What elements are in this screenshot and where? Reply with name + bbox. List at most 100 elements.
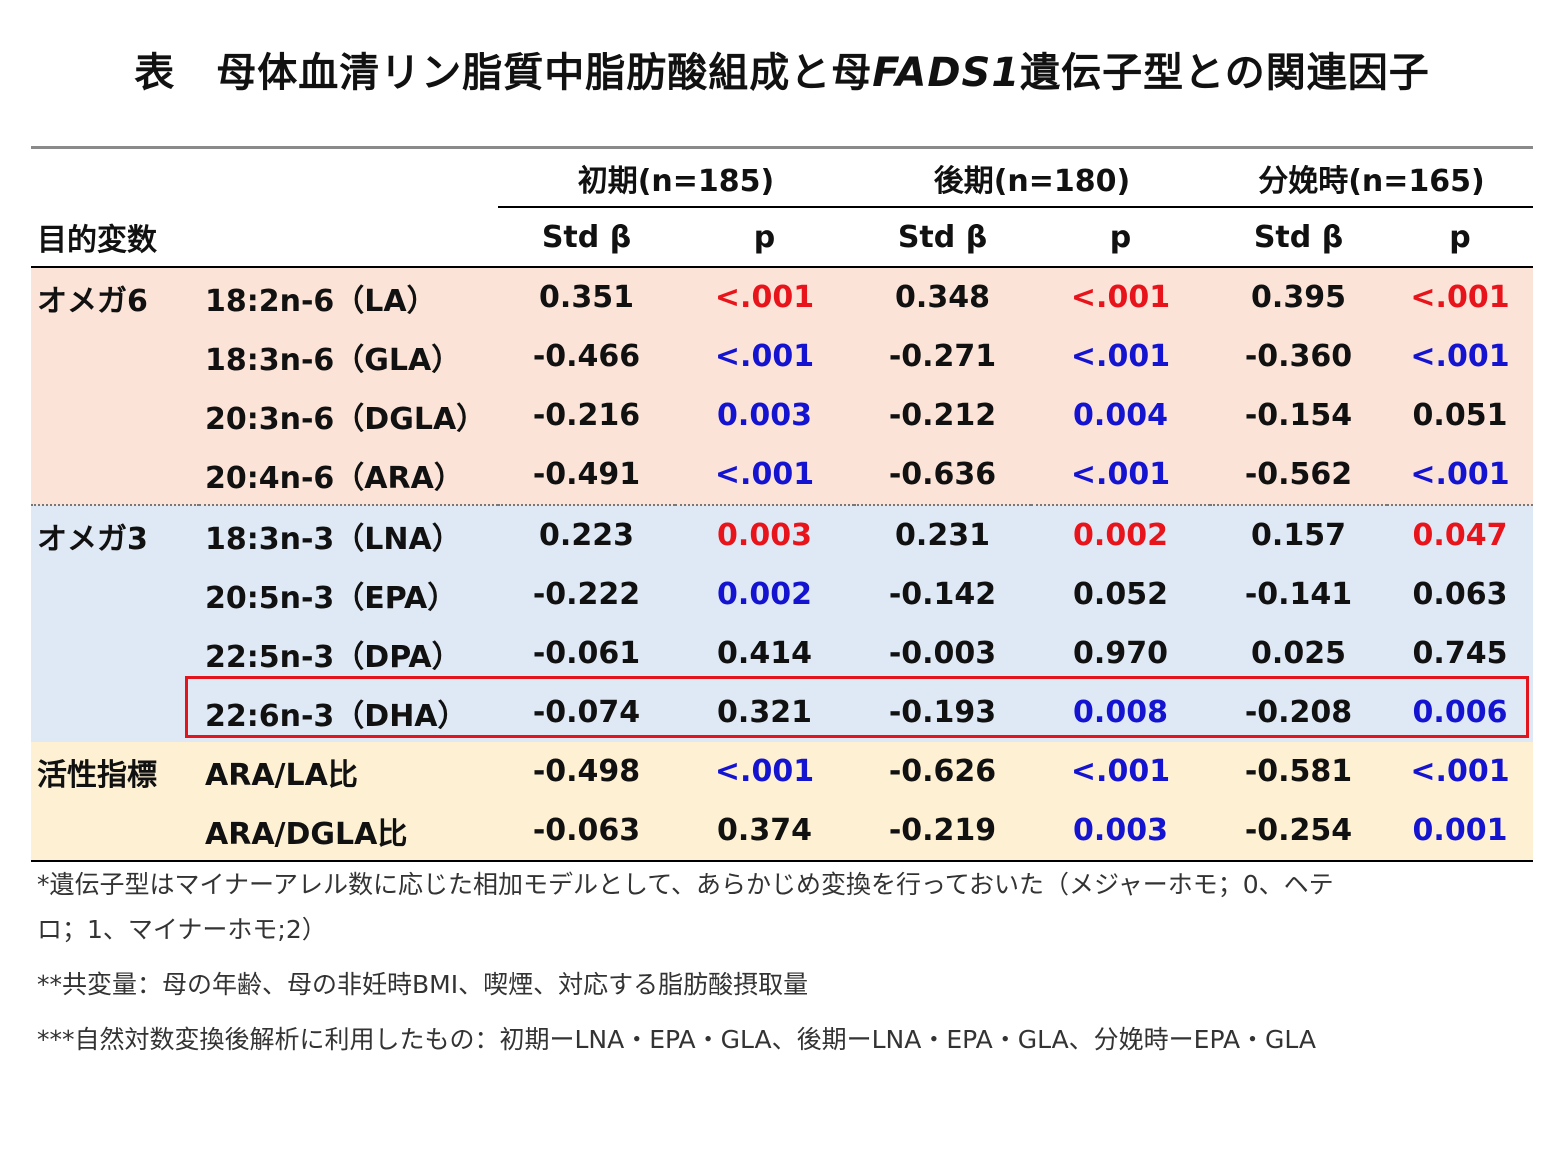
table-row: 22:6n-3（DHA） -0.074 0.321 -0.193 0.008 -0.208… — [31, 683, 1533, 742]
std-beta-cell: -0.466 — [498, 327, 675, 386]
std-beta-cell: -0.562 — [1210, 445, 1387, 506]
p-value-cell: <.001 — [1387, 445, 1533, 506]
std-beta-cell: -0.063 — [498, 801, 675, 862]
std-beta-cell: -0.154 — [1210, 386, 1387, 445]
p-value-cell: 0.414 — [675, 624, 854, 683]
page-title: 表 母体血清リン脂質中脂肪酸組成と母FADS1遺伝子型との関連因子 — [0, 40, 1564, 98]
p-value-cell: 0.006 — [1387, 683, 1533, 742]
std-beta-cell: -0.222 — [498, 565, 675, 624]
p-value-cell: <.001 — [1387, 742, 1533, 801]
footnote-genotype-cont: ロ；1、マイナーホモ;2） — [37, 915, 327, 944]
category-cell: オメガ6 — [31, 267, 199, 327]
std-beta-cell: -0.074 — [498, 683, 675, 742]
fatty-acid-cell: 22:5n-3（DPA） — [199, 624, 498, 683]
p-value-cell: 0.008 — [1031, 683, 1210, 742]
table-row: オメガ6 18:2n-6（LA） 0.351 <.001 0.348 <.001 0.395… — [31, 267, 1533, 327]
p-value-cell: <.001 — [1031, 327, 1210, 386]
outcome-header: 目的変数 — [31, 207, 498, 268]
category-cell: オメガ3 — [31, 505, 199, 565]
p-value-cell: 0.002 — [675, 565, 854, 624]
p-value-cell: 0.004 — [1031, 386, 1210, 445]
p-value-cell: 0.374 — [675, 801, 854, 862]
std-beta-cell: 0.157 — [1210, 505, 1387, 565]
title-gene: FADS1 — [872, 50, 1021, 96]
footnote-covariates: **共変量：母の年齢、母の非妊時BMI、喫煙、対応する脂肪酸摂取量 — [37, 970, 809, 999]
std-beta-cell: -0.581 — [1210, 742, 1387, 801]
fatty-acid-cell: 18:2n-6（LA） — [199, 267, 498, 327]
std-beta-cell: 0.395 — [1210, 267, 1387, 327]
p-value-cell: <.001 — [1031, 445, 1210, 506]
group-header-delivery: 分娩時(n=165) — [1210, 149, 1533, 208]
p-value-cell: 0.002 — [1031, 505, 1210, 565]
std-beta-cell: -0.491 — [498, 445, 675, 506]
table-row: 20:4n-6（ARA） -0.491 <.001 -0.636 <.001 -0.562… — [31, 445, 1533, 506]
dha-highlight-box — [185, 676, 1529, 738]
fatty-acid-cell: ARA/DGLA比 — [199, 801, 498, 862]
std-beta-cell: 0.231 — [854, 505, 1031, 565]
results-table: 初期(n=185) 後期(n=180) 分娩時(n=165) 目的変数 Std … — [31, 146, 1533, 862]
table-row: 20:3n-6（DGLA） -0.216 0.003 -0.212 0.004 -0.15… — [31, 386, 1533, 445]
p-value-cell: <.001 — [1031, 742, 1210, 801]
p-value-cell: 0.003 — [675, 505, 854, 565]
fatty-acid-cell: ARA/LA比 — [199, 742, 498, 801]
std-beta-cell: -0.360 — [1210, 327, 1387, 386]
p-value-cell: <.001 — [1387, 327, 1533, 386]
fatty-acid-cell: 22:6n-3（DHA） — [199, 683, 498, 742]
p-value-cell: 0.047 — [1387, 505, 1533, 565]
category-cell — [31, 801, 199, 862]
category-cell — [31, 683, 199, 742]
category-cell — [31, 565, 199, 624]
p-value-cell: <.001 — [675, 742, 854, 801]
std-beta-cell: -0.219 — [854, 801, 1031, 862]
fatty-acid-cell: 20:3n-6（DGLA） — [199, 386, 498, 445]
fatty-acid-cell: 20:5n-3（EPA） — [199, 565, 498, 624]
stdbeta-header: Std β — [498, 207, 675, 268]
table-row: 活性指標 ARA/LA比 -0.498 <.001 -0.626 <.001 -0.581 <… — [31, 742, 1533, 801]
p-value-cell: 0.745 — [1387, 624, 1533, 683]
category-cell — [31, 445, 199, 506]
table-row: 22:5n-3（DPA） -0.061 0.414 -0.003 0.970 0.025 0… — [31, 624, 1533, 683]
std-beta-cell: 0.348 — [854, 267, 1031, 327]
std-beta-cell: -0.636 — [854, 445, 1031, 506]
p-value-cell: <.001 — [675, 267, 854, 327]
footnotes: *遺伝子型はマイナーアレル数に応じた相加モデルとして、あらかじめ変換を行っておい… — [37, 862, 1527, 1062]
p-header: p — [1031, 207, 1210, 268]
p-value-cell: 0.052 — [1031, 565, 1210, 624]
table-row: オメガ3 18:3n-3（LNA） 0.223 0.003 0.231 0.002 0.15… — [31, 505, 1533, 565]
std-beta-cell: -0.626 — [854, 742, 1031, 801]
title-prefix: 表 母体血清リン脂質中脂肪酸組成と母 — [134, 50, 873, 96]
category-cell — [31, 386, 199, 445]
std-beta-cell: -0.208 — [1210, 683, 1387, 742]
std-beta-cell: 0.025 — [1210, 624, 1387, 683]
p-value-cell: 0.003 — [675, 386, 854, 445]
category-cell — [31, 327, 199, 386]
category-cell: 活性指標 — [31, 742, 199, 801]
std-beta-cell: -0.254 — [1210, 801, 1387, 862]
p-value-cell: 0.970 — [1031, 624, 1210, 683]
table-body: オメガ6 18:2n-6（LA） 0.351 <.001 0.348 <.001 0.395… — [31, 267, 1533, 862]
table-row: 20:5n-3（EPA） -0.222 0.002 -0.142 0.052 -0.141… — [31, 565, 1533, 624]
p-value-cell: <.001 — [1031, 267, 1210, 327]
std-beta-cell: -0.271 — [854, 327, 1031, 386]
std-beta-cell: 0.351 — [498, 267, 675, 327]
p-value-cell: <.001 — [675, 327, 854, 386]
std-beta-cell: -0.141 — [1210, 565, 1387, 624]
table-row: ARA/DGLA比 -0.063 0.374 -0.219 0.003 -0.254 0.0… — [31, 801, 1533, 862]
category-cell — [31, 624, 199, 683]
p-value-cell: <.001 — [675, 445, 854, 506]
stdbeta-header: Std β — [854, 207, 1031, 268]
p-value-cell: <.001 — [1387, 267, 1533, 327]
std-beta-cell: -0.003 — [854, 624, 1031, 683]
p-value-cell: 0.051 — [1387, 386, 1533, 445]
fatty-acid-cell: 20:4n-6（ARA） — [199, 445, 498, 506]
footnote-genotype: *遺伝子型はマイナーアレル数に応じた相加モデルとして、あらかじめ変換を行っておい… — [37, 870, 1334, 899]
std-beta-cell: -0.193 — [854, 683, 1031, 742]
fatty-acid-cell: 18:3n-3（LNA） — [199, 505, 498, 565]
p-value-cell: 0.001 — [1387, 801, 1533, 862]
p-value-cell: 0.063 — [1387, 565, 1533, 624]
group-header-early: 初期(n=185) — [498, 149, 854, 208]
fatty-acid-cell: 18:3n-6（GLA） — [199, 327, 498, 386]
group-header-late: 後期(n=180) — [854, 149, 1210, 208]
std-beta-cell: -0.498 — [498, 742, 675, 801]
p-value-cell: 0.321 — [675, 683, 854, 742]
